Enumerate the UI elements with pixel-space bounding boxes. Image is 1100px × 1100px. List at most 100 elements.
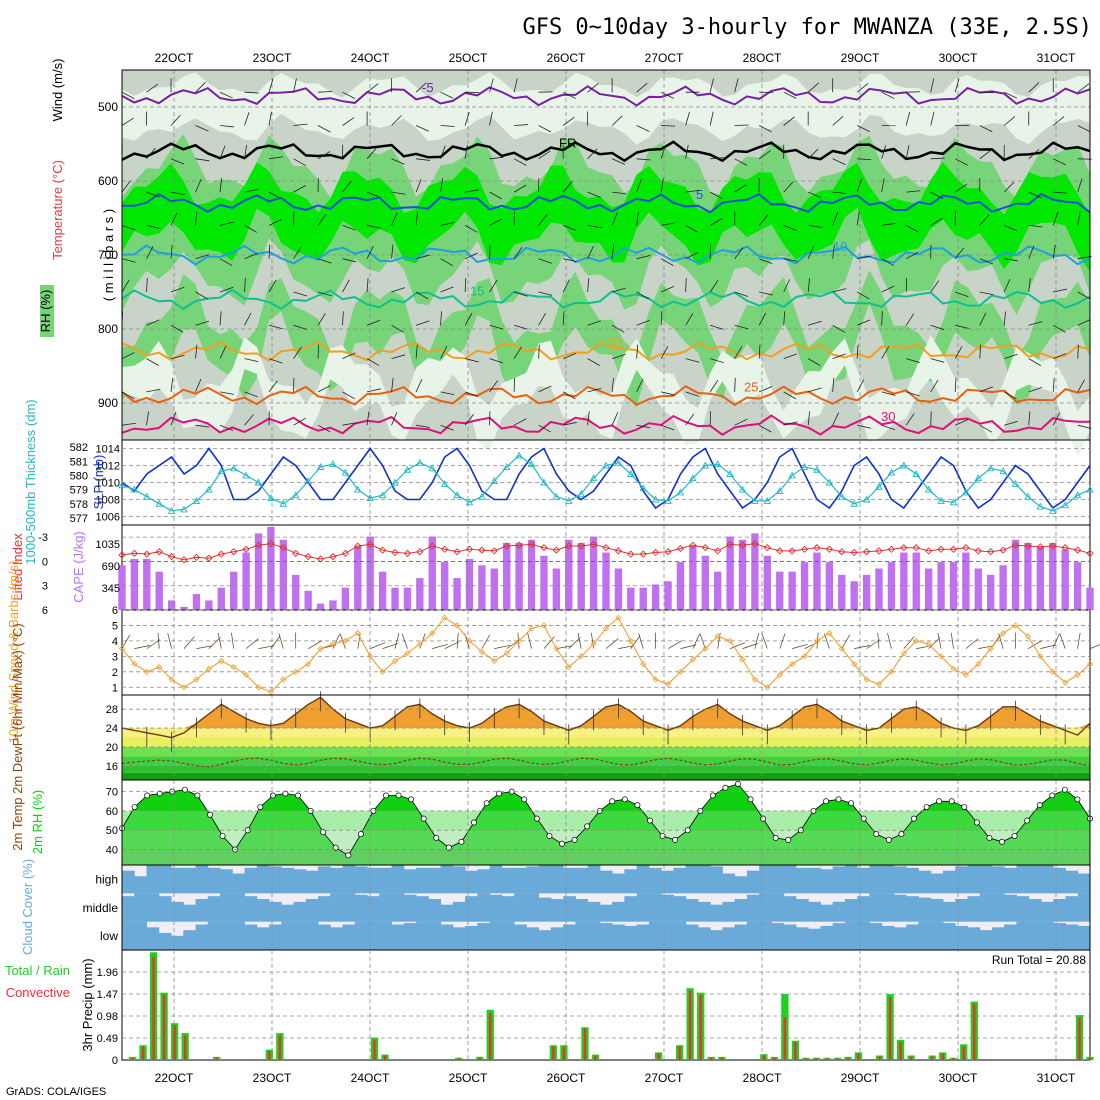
cape-bar [714, 571, 722, 610]
cloud-cell [844, 899, 858, 922]
wind-barb [415, 82, 427, 93]
thickness-marker [701, 461, 710, 469]
thickness-marker [788, 471, 796, 479]
wind-barb [905, 111, 911, 126]
wind-barb [366, 411, 370, 426]
rh2m-marker [747, 796, 754, 803]
cloud-cell [281, 904, 295, 922]
wind-barb [268, 78, 274, 93]
precip-conv-bar [973, 1003, 976, 1060]
cloud-cell [955, 866, 968, 894]
cloud-cell [122, 921, 135, 950]
wind-barb [807, 278, 810, 293]
cloud-cell [1040, 901, 1054, 922]
wind-marker [429, 630, 436, 637]
wind-barb [391, 377, 394, 392]
top-date-label: 23OCT [253, 51, 292, 65]
li-marker [639, 550, 647, 558]
wind-marker [292, 668, 299, 675]
wind-barb [489, 279, 498, 293]
cloud-cell [844, 921, 858, 950]
wind-barb [146, 388, 161, 393]
li-marker [453, 548, 461, 556]
wind-marker [143, 668, 150, 675]
thickness-marker [862, 495, 871, 503]
cloud-cell [465, 925, 478, 950]
wind-barb [758, 125, 772, 133]
li-marker [900, 544, 908, 552]
wind-tick: 2 [112, 667, 118, 679]
cape-bar [230, 571, 238, 610]
cloud-cell [122, 870, 135, 894]
isotherm-label: 20 [607, 335, 621, 350]
cape-bar [205, 600, 213, 610]
wind-barb [618, 645, 635, 649]
li-marker [614, 547, 623, 555]
wind-barb [710, 157, 725, 160]
cloud-cell [697, 901, 711, 922]
precip-conv-bar [678, 1046, 681, 1060]
top-date-axis: 22OCT 23OCT 24OCT 25OCT 26OCT 27OCT 28OCT 29OCT… [155, 51, 1076, 65]
wind-barb [1077, 632, 1081, 649]
wind-marker [764, 684, 771, 691]
cloud-cell [171, 867, 184, 894]
cloud-cell [501, 896, 515, 922]
thickness-marker [229, 464, 238, 472]
wind-barb [881, 424, 896, 431]
wind-marker [342, 637, 349, 644]
wind-barb [268, 244, 271, 259]
li-axis-label: Lifted Index [10, 533, 25, 601]
thickness-marker [527, 460, 536, 468]
li-tick: 0 [42, 556, 48, 568]
cloud-cell [575, 921, 589, 950]
cape-bar [292, 574, 300, 610]
wind-barb [489, 324, 504, 330]
cloud-cell [305, 870, 319, 894]
cloud-cell [820, 925, 834, 950]
wind-barb [121, 352, 135, 359]
wind-barb [464, 252, 478, 260]
wind-barb [342, 225, 356, 231]
cloud-cell [391, 924, 405, 950]
wind-barb [513, 291, 528, 297]
wind-barb [807, 358, 821, 366]
temp-line [121, 696, 1091, 739]
li-marker [962, 544, 970, 552]
wind-barb [636, 379, 644, 393]
cloud-cell [428, 867, 442, 894]
precip-conv-bar [794, 1042, 797, 1060]
cloud-cell [1004, 867, 1017, 894]
bottom-date-label: 27OCT [645, 1071, 684, 1085]
cloud-cell [305, 899, 319, 922]
wind-barb [366, 148, 377, 160]
cape-bar [813, 552, 821, 610]
wind-barb [464, 312, 473, 326]
wind-barb [391, 191, 406, 195]
rh2m-marker [383, 792, 389, 799]
wind-barb [464, 144, 468, 159]
precip-conv-bar [457, 1058, 460, 1060]
precip-conv-bar [783, 1017, 787, 1060]
top-date-label: 27OCT [645, 51, 684, 65]
thickness-tick: 580 [70, 470, 88, 482]
isotherm-line [121, 414, 1091, 436]
thickness-marker [502, 462, 511, 470]
wind-barb [121, 180, 131, 193]
wind-marker [180, 684, 188, 691]
cloud-level-label: middle [83, 901, 119, 915]
wind-marker [478, 648, 485, 655]
cloud-cell [183, 930, 197, 950]
cloud-cell [1077, 925, 1091, 950]
wind-barb [792, 643, 808, 649]
cape-bar [192, 594, 201, 610]
thickness-marker [627, 470, 635, 477]
cloud-cell [281, 867, 295, 894]
cloud-cell [587, 921, 601, 950]
wind-barb [710, 324, 724, 330]
wind-barb [1004, 421, 1018, 426]
cloud-cell [832, 866, 846, 894]
wind-barb [587, 358, 600, 366]
wind-barb [1053, 191, 1068, 194]
rh2m-marker [496, 790, 503, 797]
